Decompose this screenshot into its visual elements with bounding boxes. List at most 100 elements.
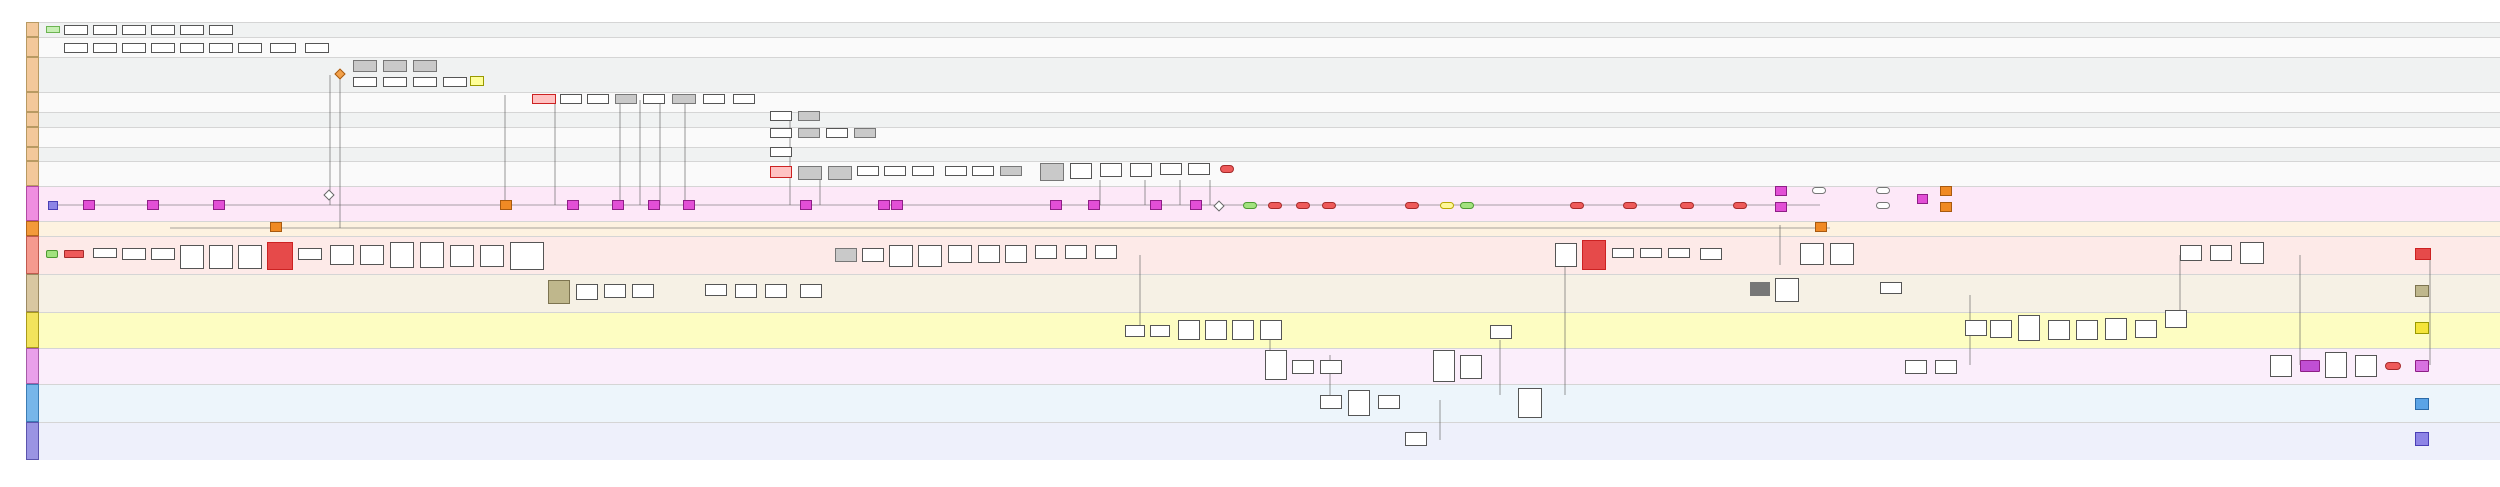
task	[1178, 320, 1200, 340]
start-event	[46, 250, 58, 258]
task	[632, 284, 654, 298]
task	[413, 77, 437, 87]
task	[1490, 325, 1512, 339]
task	[64, 43, 88, 53]
task	[972, 166, 994, 176]
task	[1378, 395, 1400, 409]
task	[510, 242, 544, 270]
event	[683, 200, 695, 210]
task	[2018, 315, 2040, 341]
task	[576, 284, 598, 300]
task	[604, 284, 626, 298]
lane-header-14	[26, 348, 39, 384]
task	[1320, 360, 1342, 374]
task	[2270, 355, 2292, 377]
task	[330, 245, 354, 265]
task	[151, 43, 175, 53]
task	[2135, 320, 2157, 338]
lane-header-15	[26, 384, 39, 422]
task	[1292, 360, 1314, 374]
task	[862, 248, 884, 262]
task	[413, 60, 437, 72]
task	[884, 166, 906, 176]
task	[1040, 163, 1064, 181]
task	[1095, 245, 1117, 259]
task	[353, 77, 377, 87]
event	[500, 200, 512, 210]
task	[857, 166, 879, 176]
task	[770, 111, 792, 121]
task	[828, 166, 852, 180]
event	[1775, 186, 1787, 196]
task	[93, 25, 117, 35]
event	[1815, 222, 1827, 232]
event	[1460, 202, 1474, 209]
task	[735, 284, 757, 298]
task	[122, 248, 146, 260]
task	[1582, 240, 1606, 270]
event	[1940, 202, 1952, 212]
task	[912, 166, 934, 176]
task	[1640, 248, 1662, 258]
task	[1405, 432, 1427, 446]
task	[1005, 245, 1027, 263]
task	[1035, 245, 1057, 259]
task	[305, 43, 329, 53]
end-event	[1220, 165, 1234, 173]
task	[703, 94, 725, 104]
task	[490, 77, 520, 89]
task	[705, 284, 727, 296]
event	[1917, 194, 1928, 204]
swimlane-15	[26, 384, 2500, 422]
task	[615, 94, 637, 104]
task	[835, 248, 857, 262]
swimlane-12	[26, 274, 2500, 312]
lane-header-10	[26, 221, 39, 236]
event	[1775, 202, 1787, 212]
end-event	[1570, 202, 1584, 209]
task	[64, 25, 88, 35]
task	[945, 166, 967, 176]
end-event	[1296, 202, 1310, 209]
task	[1260, 320, 1282, 340]
end-event	[1733, 202, 1747, 209]
task	[151, 248, 175, 260]
task	[1188, 163, 1210, 175]
task	[238, 245, 262, 269]
task	[1348, 390, 1370, 416]
swimlane-5	[26, 112, 2500, 127]
task	[798, 111, 820, 121]
task	[1880, 282, 1902, 294]
event	[1440, 202, 1454, 209]
task	[800, 284, 822, 298]
task	[1800, 243, 1824, 265]
end-event	[1322, 202, 1336, 209]
end-event	[1623, 202, 1637, 209]
event	[2415, 432, 2429, 446]
task	[480, 245, 504, 267]
task	[122, 25, 146, 35]
task	[209, 245, 233, 269]
task	[1812, 187, 1826, 194]
task	[1518, 388, 1542, 418]
event	[2300, 360, 2320, 372]
task	[765, 284, 787, 298]
task	[1433, 350, 1455, 382]
task	[1100, 163, 1122, 177]
event	[270, 222, 282, 232]
task	[180, 25, 204, 35]
task	[854, 128, 876, 138]
event	[1940, 186, 1952, 196]
event	[800, 200, 812, 210]
start-event	[48, 201, 58, 210]
event	[1243, 202, 1257, 209]
task	[1750, 282, 1770, 296]
task	[93, 248, 117, 258]
task	[1965, 320, 1987, 336]
task	[889, 245, 913, 267]
task	[770, 147, 792, 157]
end-event	[2385, 362, 2401, 370]
lane-header-9	[26, 186, 39, 221]
lane-header-16	[26, 422, 39, 460]
